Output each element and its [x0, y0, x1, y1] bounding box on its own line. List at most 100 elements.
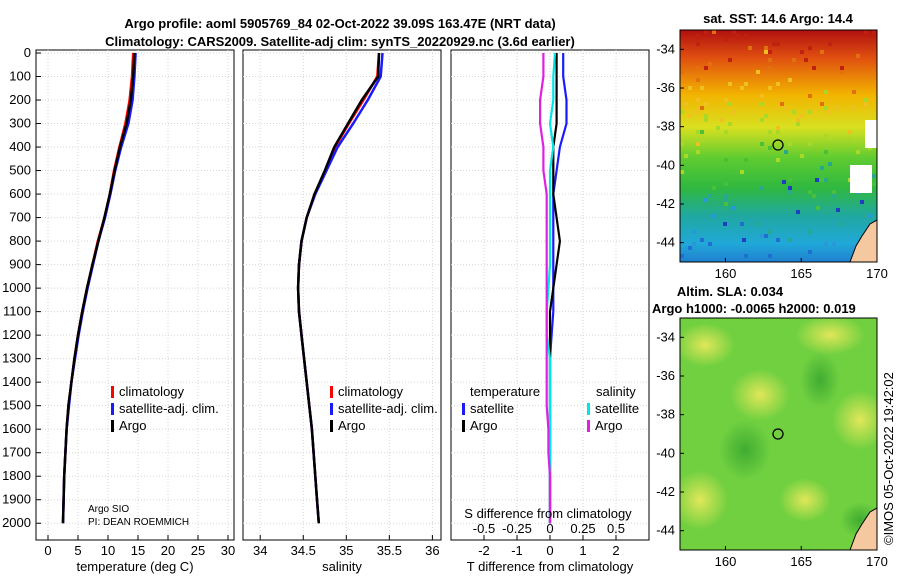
y-tick-label: 1700 — [2, 445, 31, 460]
x-tick-label: -2 — [478, 543, 490, 558]
sst-pixel — [760, 142, 764, 146]
sst-pixel — [808, 250, 812, 254]
sst-pixel — [684, 154, 688, 158]
x-tick-label: 25 — [191, 543, 205, 558]
x-tick-label: 2 — [612, 543, 619, 558]
x-tick-label: 0 — [44, 543, 51, 558]
sst-pixel — [708, 62, 712, 66]
sst-pixel — [852, 138, 856, 142]
sst-pixel — [820, 166, 824, 170]
difference-legend: temperature salinity satellite Argo sate… — [462, 384, 639, 433]
sla-argo-marker — [772, 428, 784, 440]
map-y-tick-label: -34 — [656, 329, 675, 344]
sst-pixel — [744, 82, 748, 86]
sst-missing-data — [850, 165, 872, 193]
legend-title-salinity: salinity — [596, 384, 636, 399]
sst-pixel — [824, 242, 828, 246]
sst-pixel — [756, 222, 760, 226]
map-y-tick-label: -40 — [656, 445, 675, 460]
sst-pixel — [824, 134, 828, 138]
sst-pixel — [724, 38, 728, 42]
y-tick-label: 400 — [9, 139, 31, 154]
sst-pixel — [808, 94, 812, 98]
sst-pixel — [764, 114, 768, 118]
sst-pixel — [708, 242, 712, 246]
sst-pixel — [696, 110, 700, 114]
x-tick-label: 1 — [579, 543, 586, 558]
x-tick-label: 30 — [221, 543, 235, 558]
y-tick-label: 1500 — [2, 398, 31, 413]
sst-map-title: sat. SST: 14.6 Argo: 14.4 — [703, 11, 854, 26]
sst-pixel — [782, 180, 786, 184]
sst-pixel — [784, 106, 788, 110]
x-tick-label: -1 — [511, 543, 523, 558]
sst-pixel — [724, 198, 728, 202]
x-tick-label: 15 — [131, 543, 145, 558]
sst-pixel — [772, 42, 776, 46]
map-y-tick-label: -36 — [656, 368, 675, 383]
sst-pixel — [864, 102, 868, 106]
sst-map-axes: 160 165 170 -34 -36 -38 -40 -42 -44 — [656, 41, 888, 281]
sst-pixel — [712, 30, 716, 34]
sst-pixel — [724, 98, 728, 102]
sst-pixel — [732, 206, 736, 210]
sst-pixel — [692, 242, 696, 246]
depth-axis: 0 100 200 300 400 500 600 700 800 900 1000 1100 1200… — [2, 45, 41, 530]
temperature-legend: climatology satellite-adj. clim. Argo — [111, 384, 219, 433]
legend-label-satellite: satellite-adj. clim. — [119, 401, 219, 416]
sst-pixel — [680, 210, 684, 214]
sst-pixel — [852, 90, 856, 94]
legend-swatch-argo — [330, 420, 333, 432]
sst-pixel — [788, 178, 792, 182]
sst-pixel — [700, 238, 704, 242]
x-tick-label: 0 — [546, 543, 553, 558]
legend-swatch-argo — [111, 420, 114, 432]
credit-pi: PI: DEAN ROEMMICH — [88, 517, 189, 528]
sst-pixel — [688, 86, 692, 90]
sst-pixel — [720, 118, 724, 122]
sst-pixel — [788, 78, 792, 82]
map-x-tick-label: 170 — [866, 554, 888, 569]
sst-pixel — [760, 118, 764, 122]
sst-pixel — [864, 30, 868, 34]
sst-pixel — [684, 102, 688, 106]
sst-pixel — [696, 66, 700, 70]
y-tick-label: 200 — [9, 92, 31, 107]
sst-pixel — [724, 202, 728, 206]
map-x-tick-label: 165 — [790, 554, 812, 569]
sst-pixel — [680, 142, 684, 146]
sst-pixel — [712, 186, 716, 190]
sst-pixel — [768, 86, 772, 90]
sst-pixel — [832, 190, 836, 194]
sst-pixel — [704, 66, 708, 70]
sst-pixel — [832, 242, 836, 246]
x-tick-label: 36 — [425, 543, 439, 558]
map-y-tick-label: -44 — [656, 523, 675, 538]
difference-xlabel: T difference from climatology — [467, 559, 634, 574]
sla-high — [680, 470, 728, 530]
sst-pixel — [784, 150, 788, 154]
title-line-1: Argo profile: aoml 5905769_84 02-Oct-202… — [124, 16, 555, 31]
sst-pixel — [824, 178, 828, 182]
map-y-tick-label: -40 — [656, 157, 675, 172]
sst-pixel — [820, 102, 824, 106]
x-tick-label: 34 — [253, 543, 267, 558]
sst-pixel — [800, 154, 804, 158]
sst-pixel — [800, 50, 804, 54]
sst-pixel — [804, 58, 808, 62]
sst-pixel — [776, 126, 780, 130]
temperature-xlabel: temperature (deg C) — [76, 559, 193, 574]
x-top-tick-label: 0.5 — [607, 521, 625, 536]
sst-pixel — [840, 222, 844, 226]
y-tick-label: 1300 — [2, 351, 31, 366]
sst-pixel — [696, 34, 700, 38]
sst-pixel — [776, 130, 780, 134]
legend-label-s-argo: Argo — [595, 418, 622, 433]
legend-swatch-satellite — [111, 403, 114, 415]
legend-label-argo: Argo — [338, 418, 365, 433]
map-y-tick-label: -42 — [656, 484, 675, 499]
legend-label-climatology: climatology — [338, 384, 404, 399]
series-line-argo — [296, 52, 381, 524]
sst-pixel — [744, 254, 748, 258]
sst-pixel — [724, 158, 728, 162]
